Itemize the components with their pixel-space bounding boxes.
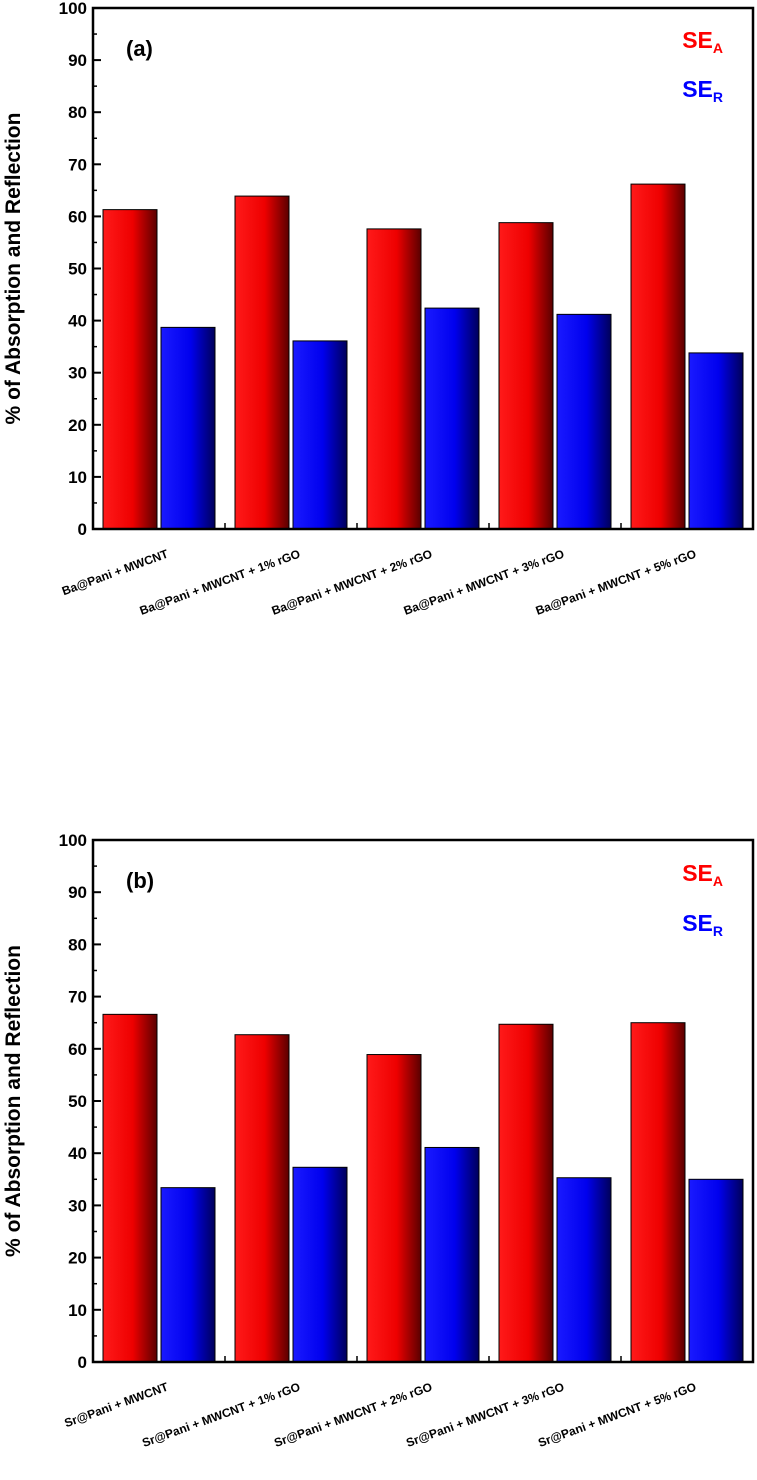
y-tick-label-50: 50 [68,1092,87,1111]
y-tick-label-70: 70 [68,155,87,174]
y-tick-label-100: 100 [59,0,87,18]
legend-subscript: R [713,923,723,939]
legend-label: SE [682,860,713,886]
y-tick-label-20: 20 [68,1249,87,1268]
bar-se-a-5 [630,1022,686,1363]
legend-label: SE [682,76,713,102]
bar-se-a-3 [366,1054,422,1363]
bar-se-a-1 [102,209,158,530]
bar-se-a-4 [498,1023,554,1363]
y-tick-label-90: 90 [68,51,87,70]
category-label-1: Ba@Pani + MWCNT [60,546,171,598]
y-tick-label-70: 70 [68,988,87,1007]
y-tick-label-50: 50 [68,260,87,279]
legend-label: SE [682,910,713,936]
bar-se-a-3 [366,228,422,530]
y-axis-label: % of Absorption and Reflection [2,945,25,1257]
legend-entry-se-a: SEA [682,860,723,889]
bar-se-a-5 [630,183,686,530]
bar-se-r-3 [424,1146,480,1363]
y-tick-label-100: 100 [59,831,87,850]
legend-subscript: A [713,40,723,56]
legend-subscript: R [713,89,723,105]
bar-se-r-1 [160,1187,216,1363]
bar-se-a-4 [498,222,554,530]
panel-label: (b) [126,868,154,893]
bar-se-a-2 [234,1034,290,1363]
y-tick-label-60: 60 [68,1040,87,1059]
bar-se-r-4 [556,313,612,530]
legend-label: SE [682,27,713,53]
bar-se-r-2 [292,1166,348,1363]
bar-se-r-2 [292,340,348,530]
legend-entry-se-r: SER [682,910,723,939]
legend-subscript: A [713,873,723,889]
bar-se-a-2 [234,195,290,530]
y-tick-label-60: 60 [68,207,87,226]
y-tick-label-10: 10 [68,468,87,487]
y-tick-label-30: 30 [68,364,87,383]
bar-se-r-3 [424,307,480,530]
panel-label: (a) [126,36,153,61]
y-tick-label-90: 90 [68,883,87,902]
bar-se-r-4 [556,1177,612,1363]
bar-se-r-5 [688,352,744,530]
y-tick-label-0: 0 [78,520,87,539]
y-tick-label-30: 30 [68,1196,87,1215]
y-tick-label-10: 10 [68,1301,87,1320]
y-tick-label-80: 80 [68,935,87,954]
y-tick-label-40: 40 [68,1144,87,1163]
category-label-1: Sr@Pani + MWCNT [62,1379,170,1430]
y-tick-label-0: 0 [78,1353,87,1372]
y-tick-label-80: 80 [68,103,87,122]
y-tick-label-20: 20 [68,416,87,435]
y-axis-label: % of Absorption and Reflection [2,113,25,425]
y-tick-label-40: 40 [68,312,87,331]
bar-se-r-1 [160,326,216,530]
legend-entry-se-r: SER [682,76,723,105]
legend-entry-se-a: SEA [682,27,723,56]
bar-se-a-1 [102,1013,158,1363]
bar-se-r-5 [688,1178,744,1363]
